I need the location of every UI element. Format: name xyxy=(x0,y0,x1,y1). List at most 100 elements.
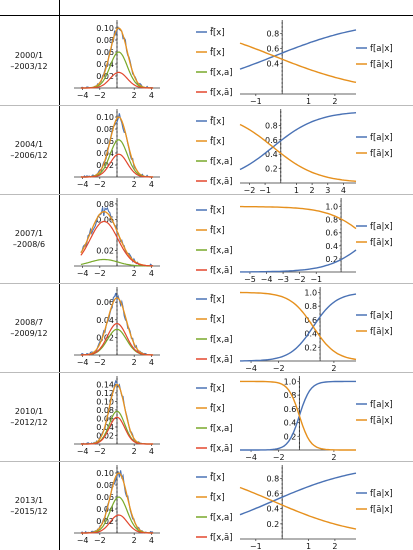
y-tick-label: 0.8 xyxy=(284,391,297,400)
y-tick-label: 0.8 xyxy=(266,474,279,483)
period-line: –2012/12 xyxy=(10,417,48,427)
y-tick-label: 1.0 xyxy=(304,288,317,297)
y-tick-label: 0.08 xyxy=(96,125,114,134)
row-separator xyxy=(0,461,413,462)
legend-label: f̄[x] xyxy=(210,293,225,305)
y-tick-label: 0.14 xyxy=(96,380,114,389)
x-tick-label: 2 xyxy=(332,97,337,106)
legend-label: f[x,ā] xyxy=(210,444,233,454)
y-tick-label: 0.10 xyxy=(96,397,114,406)
legend-label: f[x,ā] xyxy=(210,533,233,543)
x-tick-label: −1 xyxy=(250,97,262,106)
x-tick-label: −1 xyxy=(310,275,322,284)
legend-label: f[x,ā] xyxy=(210,355,233,365)
y-tick-label: 0.6 xyxy=(265,136,278,145)
period-label: 2013/1 –2015/12 xyxy=(0,495,58,517)
y-tick-label: 0.6 xyxy=(284,405,297,414)
series-fa-given-x-line xyxy=(239,112,357,171)
legend-label: f[ā|x] xyxy=(370,505,393,515)
row-separator xyxy=(0,194,413,195)
legend-label: f[ā|x] xyxy=(370,60,393,70)
series-fa-given-x-line xyxy=(240,249,357,273)
series-fabar-given-x-line xyxy=(240,380,356,451)
series-fabar-given-x-line xyxy=(239,123,357,182)
x-tick-label: −4 xyxy=(77,91,89,100)
legend-label: f[a|x] xyxy=(370,400,393,410)
legend-label: f̂[x] xyxy=(210,135,225,147)
legend-label: f[ā|x] xyxy=(370,416,393,426)
y-tick-label: 0.4 xyxy=(284,419,297,428)
x-tick-label: −2 xyxy=(244,186,256,195)
legend-label: f[a|x] xyxy=(370,311,393,321)
y-tick-label: 0.08 xyxy=(96,481,114,490)
x-tick-label: −2 xyxy=(94,91,106,100)
x-tick-label: −2 xyxy=(94,358,106,367)
period-label: 2004/1 –2006/12 xyxy=(0,139,58,161)
legend-label: f̂[x] xyxy=(210,402,225,414)
legend-label: f̂[x] xyxy=(210,491,225,503)
legend-label: f[ā|x] xyxy=(370,238,393,248)
x-tick-label: 4 xyxy=(149,91,154,100)
x-tick-label: 4 xyxy=(149,358,154,367)
legend-label: f̄[x] xyxy=(210,115,225,127)
x-tick-label: −2 xyxy=(94,536,106,545)
period-line: –2008/6 xyxy=(12,239,46,249)
series-fabar-given-x-line xyxy=(239,486,357,530)
x-tick-label: −2 xyxy=(294,275,306,284)
legend-label: f[a|x] xyxy=(370,489,393,499)
x-tick-label: 2 xyxy=(132,358,137,367)
series-fa-given-x-line xyxy=(239,29,357,70)
x-tick-label: 4 xyxy=(149,180,154,189)
period-label: 2007/1 –2008/6 xyxy=(0,228,58,250)
series-fxabar-line xyxy=(80,416,154,445)
x-tick-label: 1 xyxy=(306,97,311,106)
legend-label: f̄[x] xyxy=(210,382,225,394)
y-tick-label: 0.04 xyxy=(96,505,114,514)
y-tick-label: 0.02 xyxy=(96,246,114,255)
y-tick-label: 0.8 xyxy=(265,121,278,130)
y-tick-label: 1.0 xyxy=(325,203,338,212)
y-tick-label: 0.08 xyxy=(96,406,114,415)
x-tick-label: 2 xyxy=(331,453,336,462)
panel-row: −4 −2 2 40.020.040.060.080.10 f̄[x]f̂[x]f[x,… xyxy=(74,109,393,195)
y-tick-label: 0.2 xyxy=(325,255,338,264)
x-tick-label: −2 xyxy=(94,447,106,456)
x-tick-label: −4 xyxy=(77,180,89,189)
x-tick-label: −4 xyxy=(245,453,257,462)
legend-label: f[x,a] xyxy=(210,157,233,167)
legend-label: f[ā|x] xyxy=(370,327,393,337)
x-tick-label: 4 xyxy=(149,447,154,456)
period-line: 2013/1 xyxy=(14,495,44,505)
period-label: 2010/1 –2012/12 xyxy=(0,406,58,428)
x-tick-label: 1 xyxy=(306,542,311,550)
y-tick-label: 0.6 xyxy=(266,45,279,54)
legend-label: f̄[x] xyxy=(210,204,225,216)
period-label: 2000/1 –2003/12 xyxy=(0,50,58,72)
y-tick-label: 0.4 xyxy=(266,505,279,514)
row-separator xyxy=(0,283,413,284)
panel-row: −4 −2 2 40.020.040.060.080.10 f̄[x]f̂[x]f[x,… xyxy=(74,465,393,550)
period-line: –2009/12 xyxy=(10,328,48,338)
legend-label: f̂[x] xyxy=(210,46,225,58)
period-line: –2003/12 xyxy=(10,61,48,71)
y-tick-label: 0.8 xyxy=(325,216,338,225)
series-fa-given-x-line xyxy=(239,472,357,516)
header-rule xyxy=(0,15,413,16)
y-tick-label: 0.08 xyxy=(96,36,114,45)
x-tick-label: 2 xyxy=(332,542,337,550)
y-tick-label: 0.06 xyxy=(96,48,114,57)
legend-label: f[x,ā] xyxy=(210,266,233,276)
x-tick-label: −2 xyxy=(94,269,106,278)
x-tick-label: −2 xyxy=(273,364,285,373)
y-tick-label: 0.2 xyxy=(304,343,317,352)
period-line: –2015/12 xyxy=(10,506,48,516)
series-fxabar-line xyxy=(80,220,154,267)
series-fxabar-line xyxy=(80,71,154,89)
legend-label: f[x,a] xyxy=(210,424,233,434)
x-tick-label: −4 xyxy=(261,275,273,284)
legend-label: f[x,a] xyxy=(210,513,233,523)
y-tick-label: 0.6 xyxy=(325,229,338,238)
y-tick-label: 0.04 xyxy=(96,149,114,158)
series-fxabar-line xyxy=(80,322,154,356)
x-tick-label: −3 xyxy=(277,275,289,284)
